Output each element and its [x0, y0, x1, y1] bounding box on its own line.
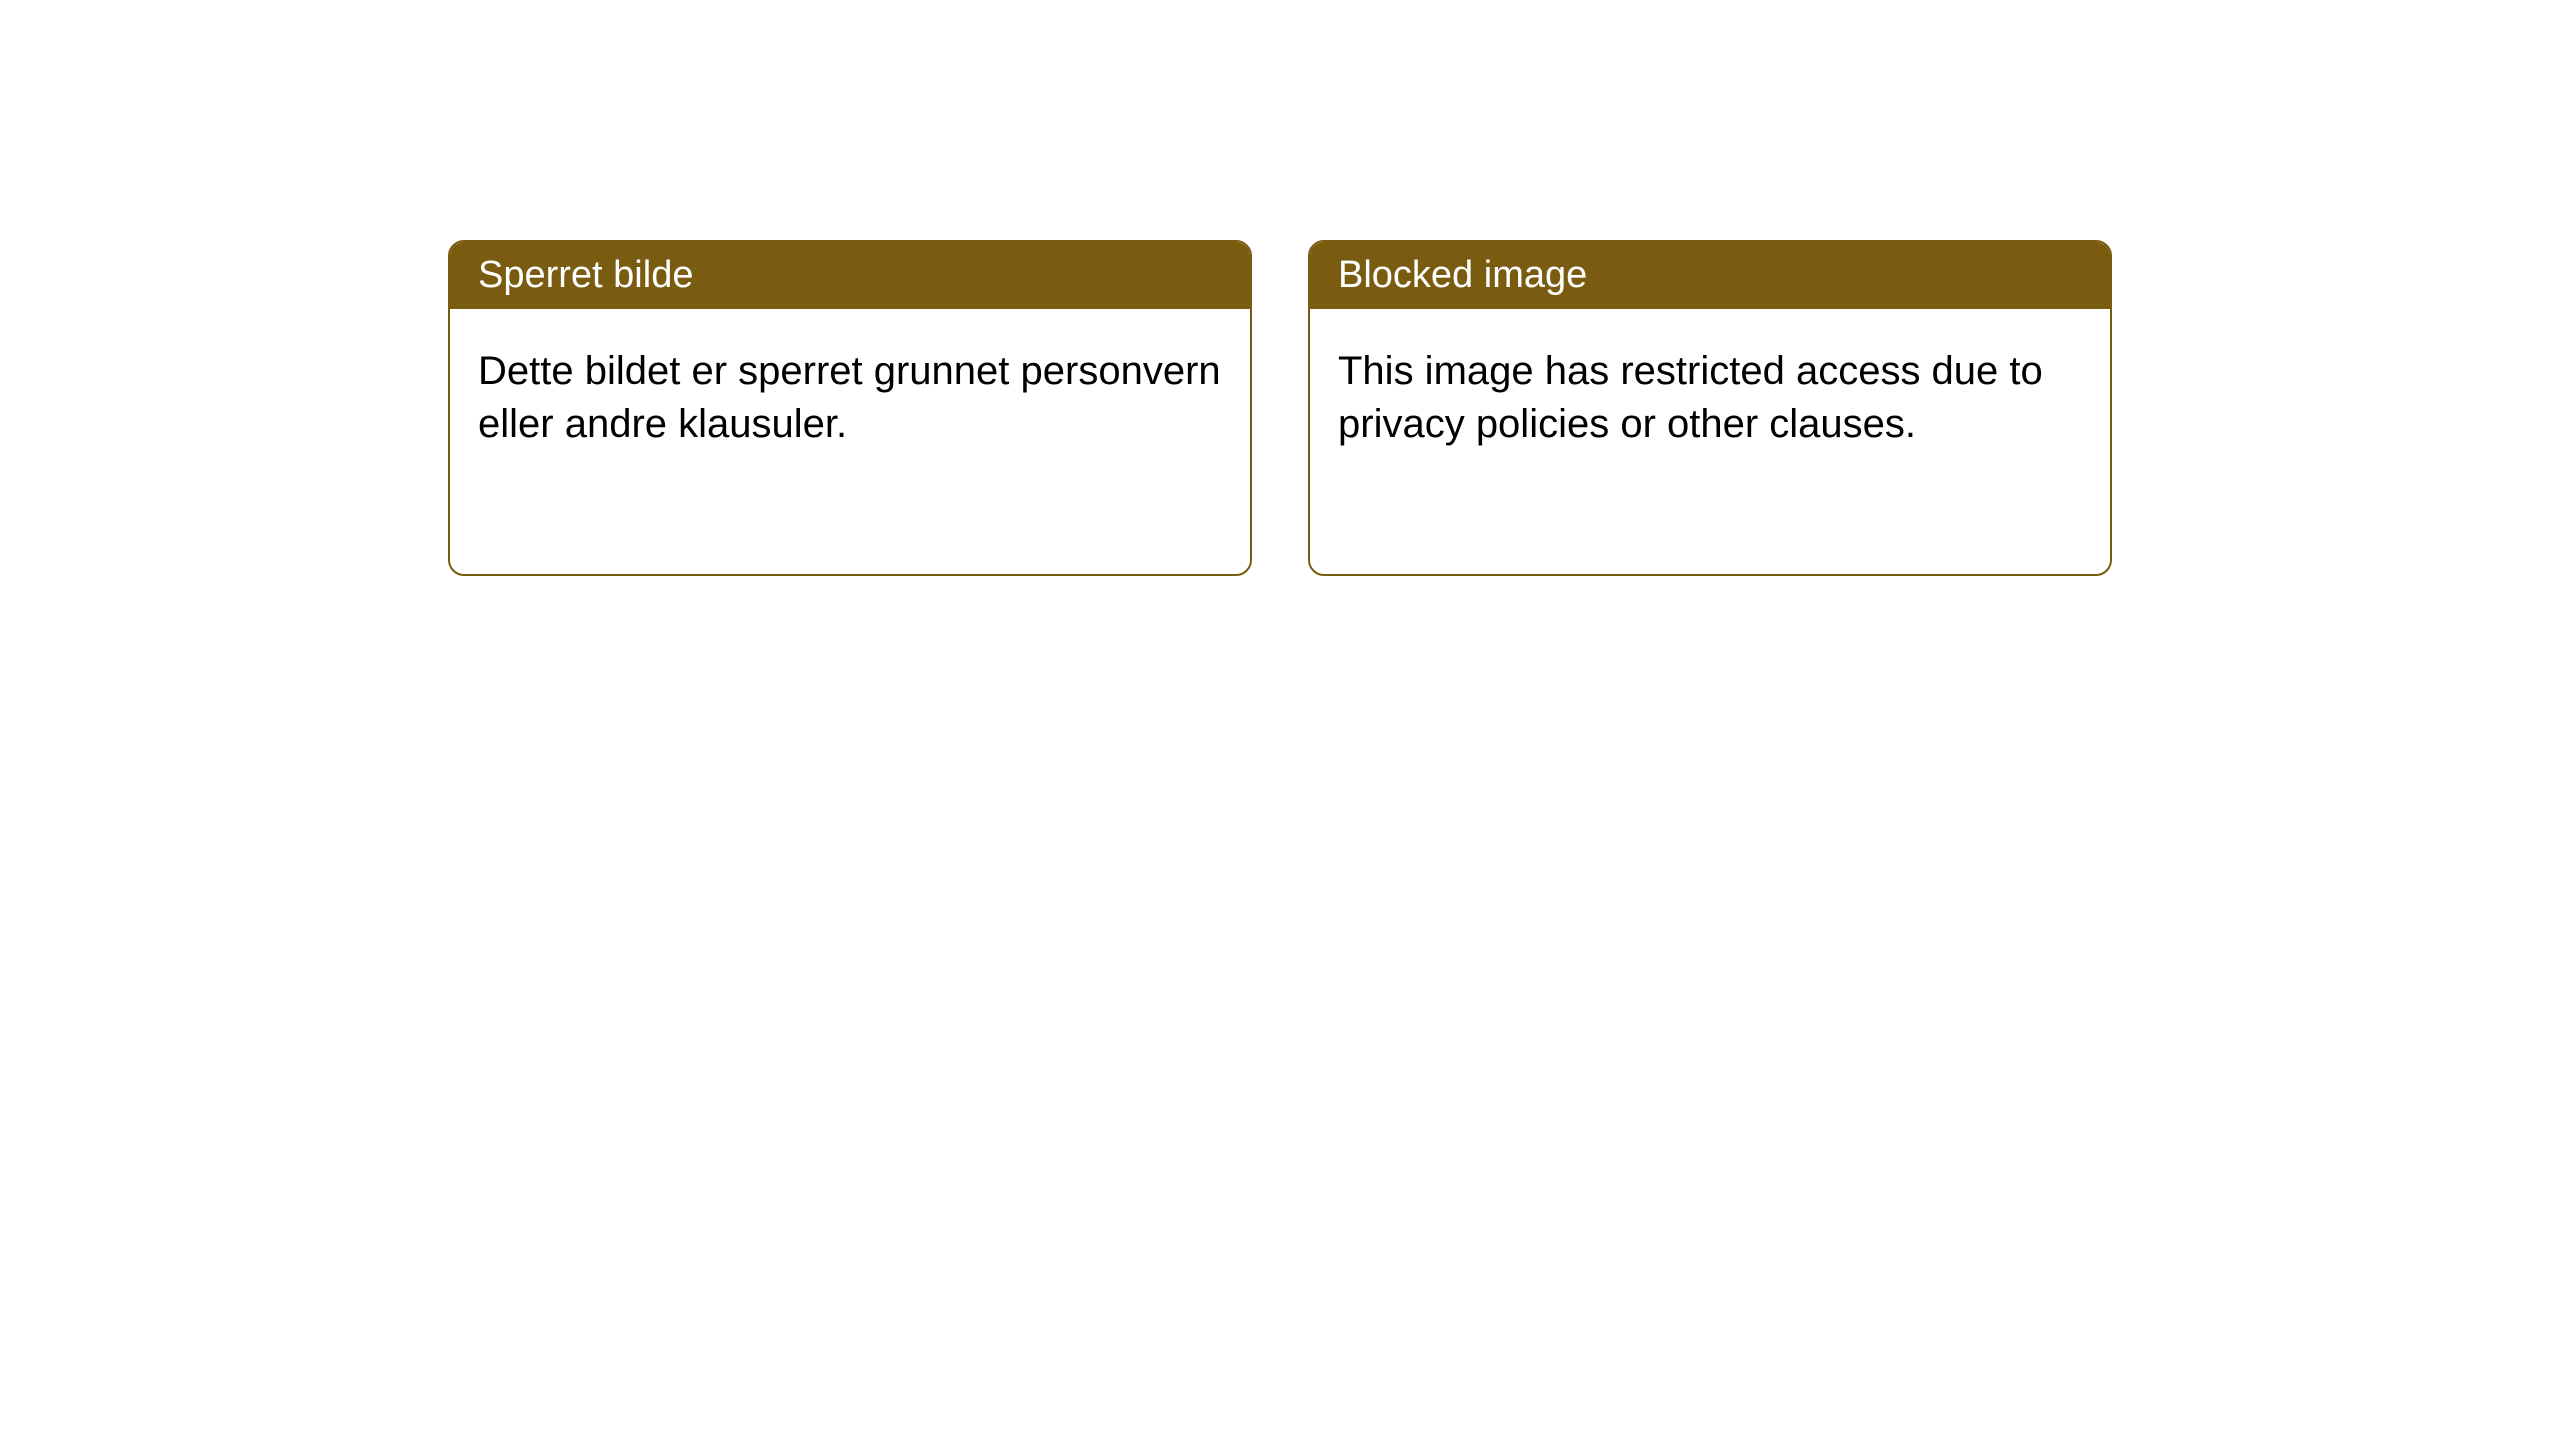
notice-card-english: Blocked image This image has restricted …	[1308, 240, 2112, 576]
notice-header: Sperret bilde	[450, 242, 1250, 309]
notice-header: Blocked image	[1310, 242, 2110, 309]
notice-body: Dette bildet er sperret grunnet personve…	[450, 309, 1250, 487]
notices-container: Sperret bilde Dette bildet er sperret gr…	[0, 0, 2560, 576]
notice-card-norwegian: Sperret bilde Dette bildet er sperret gr…	[448, 240, 1252, 576]
notice-body: This image has restricted access due to …	[1310, 309, 2110, 487]
